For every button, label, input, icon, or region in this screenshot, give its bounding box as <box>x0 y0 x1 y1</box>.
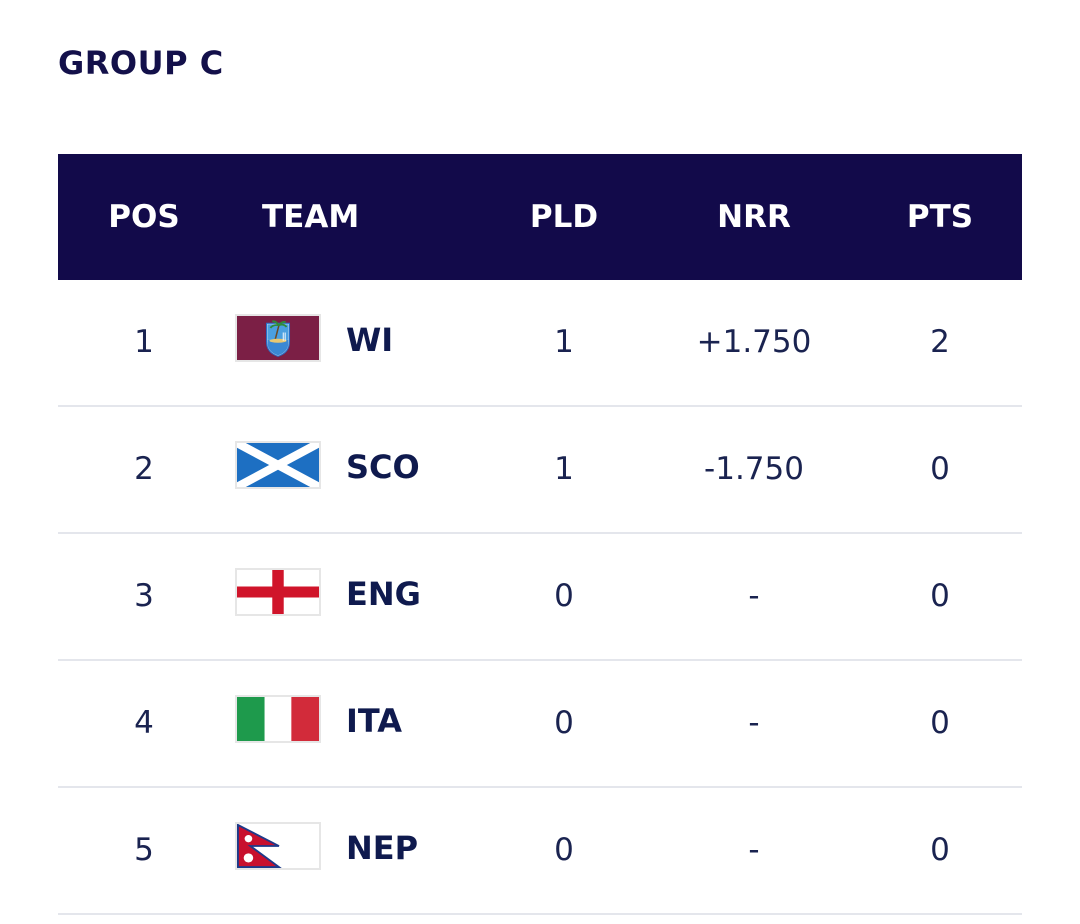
team-code[interactable]: WI <box>346 321 394 359</box>
row-nrr: -1.750 <box>704 451 804 487</box>
standings-table: POS TEAM PLD NRR PTS 1 WI 1 +1.750 2 <box>58 154 1022 915</box>
row-pos: 1 <box>134 324 154 360</box>
italy-flag-icon <box>235 695 321 743</box>
england-flag-icon <box>235 568 321 616</box>
header-pts: PTS <box>906 199 974 235</box>
row-pos: 4 <box>134 705 154 741</box>
table-row[interactable]: 1 WI 1 +1.750 2 <box>58 280 1022 407</box>
row-pos: 2 <box>134 451 154 487</box>
team-code[interactable]: SCO <box>346 448 420 486</box>
row-pts: 0 <box>930 578 950 614</box>
row-nrr: - <box>748 578 760 614</box>
row-pts: 0 <box>930 705 950 741</box>
row-pld: 1 <box>554 324 574 360</box>
team-code[interactable]: ITA <box>346 702 403 740</box>
row-pts: 0 <box>930 451 950 487</box>
header-nrr: NRR <box>717 199 791 235</box>
row-pld: 0 <box>554 832 574 868</box>
row-nrr: - <box>748 705 760 741</box>
table-row[interactable]: 3 ENG 0 - 0 <box>58 534 1022 661</box>
row-nrr: +1.750 <box>696 324 812 360</box>
header-pos: POS <box>108 199 180 235</box>
row-pld: 0 <box>554 705 574 741</box>
table-row[interactable]: 2 SCO 1 -1.750 0 <box>58 407 1022 534</box>
header-team: TEAM <box>262 199 360 235</box>
table-row[interactable]: 4 ITA 0 - 0 <box>58 661 1022 788</box>
header-pld: PLD <box>529 199 599 235</box>
table-header: POS TEAM PLD NRR PTS <box>58 154 1022 280</box>
row-pld: 1 <box>554 451 574 487</box>
group-title: GROUP C <box>58 44 224 82</box>
team-code[interactable]: NEP <box>346 829 419 867</box>
table-row[interactable]: 5 NEP 0 - 0 <box>58 788 1022 915</box>
row-pts: 2 <box>930 324 950 360</box>
row-pos: 5 <box>134 832 154 868</box>
row-pld: 0 <box>554 578 574 614</box>
west-indies-flag-icon <box>235 314 321 362</box>
row-pos: 3 <box>134 578 154 614</box>
row-pts: 0 <box>930 832 950 868</box>
scotland-flag-icon <box>235 441 321 489</box>
team-code[interactable]: ENG <box>346 575 421 613</box>
row-nrr: - <box>748 832 760 868</box>
nepal-flag-icon <box>235 822 321 870</box>
